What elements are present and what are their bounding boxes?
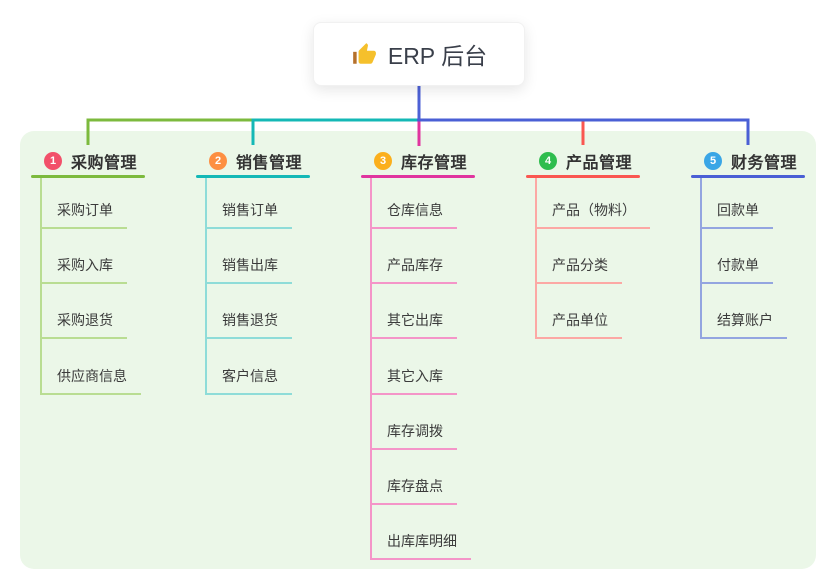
branch-column-sales: 2 销售管理 销售订单 销售出库 销售退货 客户信息 (196, 0, 361, 588)
child-node[interactable]: 产品单位 (535, 310, 622, 339)
child-node[interactable]: 供应商信息 (40, 366, 141, 395)
child-node[interactable]: 采购入库 (40, 255, 127, 284)
child-node[interactable]: 付款单 (700, 255, 773, 284)
branch-number-badge: 4 (539, 152, 557, 170)
child-node[interactable]: 结算账户 (700, 310, 787, 339)
child-node[interactable]: 客户信息 (205, 366, 292, 395)
branches-panel (20, 131, 816, 569)
child-node[interactable]: 销售订单 (205, 200, 292, 229)
child-connector-line (535, 178, 537, 339)
child-node[interactable]: 库存调拨 (370, 421, 457, 450)
branch-underline (196, 175, 310, 178)
child-node[interactable]: 其它入库 (370, 366, 457, 395)
thumbs-up-icon (353, 43, 376, 64)
branch-number-badge: 1 (44, 152, 62, 170)
child-node[interactable]: 仓库信息 (370, 200, 457, 229)
root-label: ERP 后台 (387, 43, 488, 69)
child-node[interactable]: 采购订单 (40, 200, 127, 229)
branch-node-finance[interactable]: 5 财务管理 (691, 149, 797, 173)
branch-title: 财务管理 (731, 155, 798, 172)
branch-number-badge: 2 (209, 152, 227, 170)
branch-title: 销售管理 (236, 155, 303, 172)
child-node[interactable]: 产品（物料） (535, 200, 650, 229)
branch-underline (691, 175, 805, 178)
child-node[interactable]: 产品分类 (535, 255, 622, 284)
child-node[interactable]: 其它出库 (370, 310, 457, 339)
child-connector-line (205, 178, 207, 395)
branch-column-inventory: 3 库存管理 仓库信息 产品库存 其它出库 其它入库 库存调拨 库存盘点 出库库… (361, 0, 526, 588)
child-node[interactable]: 采购退货 (40, 310, 127, 339)
root-node[interactable]: ERP 后台 (313, 22, 525, 86)
child-connector-line (40, 178, 42, 395)
child-node[interactable]: 库存盘点 (370, 476, 457, 505)
child-connector-line (700, 178, 702, 339)
child-node[interactable]: 产品库存 (370, 255, 457, 284)
branch-underline (31, 175, 145, 178)
branch-underline (526, 175, 640, 178)
branch-title: 采购管理 (71, 155, 138, 172)
branch-node-sales[interactable]: 2 销售管理 (196, 149, 302, 173)
child-node[interactable]: 销售出库 (205, 255, 292, 284)
branch-node-inventory[interactable]: 3 库存管理 (361, 149, 467, 173)
branch-node-purchase[interactable]: 1 采购管理 (31, 149, 137, 173)
branch-column-purchase: 1 采购管理 采购订单 采购入库 采购退货 供应商信息 (31, 0, 196, 588)
child-node[interactable]: 销售退货 (205, 310, 292, 339)
child-node[interactable]: 回款单 (700, 200, 773, 229)
child-connector-line (370, 178, 372, 560)
branch-title: 产品管理 (566, 155, 633, 172)
child-node[interactable]: 出库库明细 (370, 531, 471, 560)
branch-node-product[interactable]: 4 产品管理 (526, 149, 632, 173)
branch-column-product: 4 产品管理 产品（物料） 产品分类 产品单位 (526, 0, 691, 588)
branch-number-badge: 3 (374, 152, 392, 170)
branch-number-badge: 5 (704, 152, 722, 170)
branch-underline (361, 175, 475, 178)
branch-title: 库存管理 (401, 155, 468, 172)
branch-column-finance: 5 财务管理 回款单 付款单 结算账户 (691, 0, 839, 588)
